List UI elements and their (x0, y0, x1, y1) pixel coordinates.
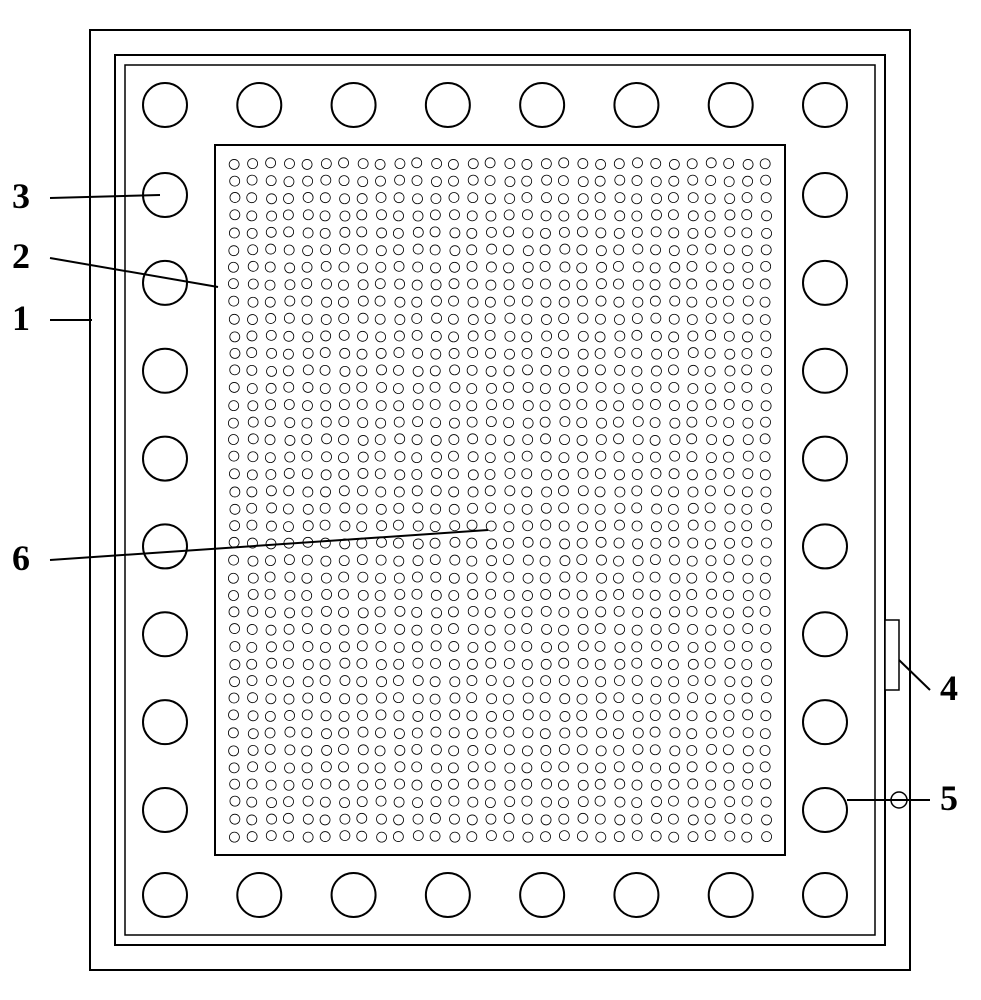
big-hole (143, 261, 187, 305)
outer-frame (90, 30, 910, 970)
big-hole (803, 261, 847, 305)
label-2: 2 (12, 236, 30, 276)
big-hole (143, 873, 187, 917)
big-hole (803, 173, 847, 217)
big-hole (614, 83, 658, 127)
big-hole (143, 788, 187, 832)
label-5: 5 (940, 778, 958, 818)
diagram-svg: 1 2 3 4 5 6 (0, 0, 981, 1000)
label-6: 6 (12, 538, 30, 578)
big-hole (709, 873, 753, 917)
label-1: 1 (12, 298, 30, 338)
middle-frame (115, 55, 885, 945)
diagram-container: 1 2 3 4 5 6 (0, 0, 981, 1000)
big-hole (803, 873, 847, 917)
big-hole (709, 83, 753, 127)
label-4: 4 (940, 668, 958, 708)
big-hole (803, 700, 847, 744)
big-hole (143, 612, 187, 656)
big-hole (237, 83, 281, 127)
big-hole (143, 437, 187, 481)
big-hole (143, 700, 187, 744)
label-3: 3 (12, 176, 30, 216)
big-hole (520, 873, 564, 917)
big-hole (143, 524, 187, 568)
center-panel (215, 145, 785, 855)
leader-line-2 (50, 258, 218, 287)
big-hole (614, 873, 658, 917)
small-holes-group (228, 158, 771, 842)
big-hole (803, 349, 847, 393)
leader-line-4 (899, 660, 930, 690)
big-hole (426, 83, 470, 127)
big-hole (237, 873, 281, 917)
inner-frame (125, 65, 875, 935)
big-hole (803, 612, 847, 656)
big-hole (803, 437, 847, 481)
big-hole (426, 873, 470, 917)
big-hole (520, 83, 564, 127)
big-hole (332, 873, 376, 917)
big-hole (143, 349, 187, 393)
big-hole (803, 524, 847, 568)
handle (885, 620, 899, 690)
big-hole (143, 83, 187, 127)
big-hole (803, 83, 847, 127)
big-hole (332, 83, 376, 127)
big-hole (803, 788, 847, 832)
